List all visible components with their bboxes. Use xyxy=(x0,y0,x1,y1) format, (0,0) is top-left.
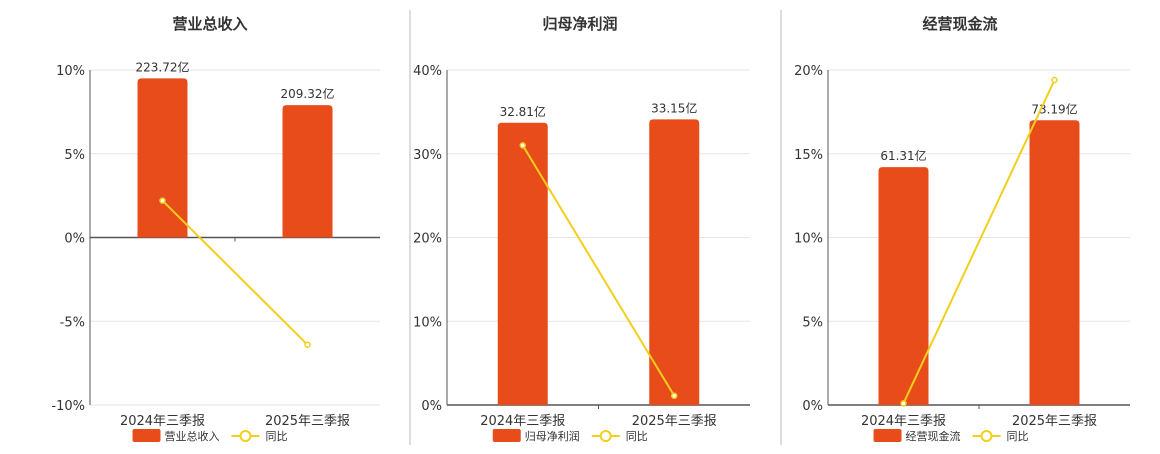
bar-2 xyxy=(1029,120,1080,405)
x-category-label: 2024年三季报 xyxy=(120,414,205,429)
x-category-label: 2025年三季报 xyxy=(632,414,717,429)
bar-1 xyxy=(137,78,188,238)
yoy-line xyxy=(521,144,676,397)
y-tick-label: -10% xyxy=(51,399,85,414)
chart-title: 经营现金流 xyxy=(922,15,997,33)
yoy-point-2 xyxy=(304,341,311,348)
y-tick-label: 40% xyxy=(413,64,442,79)
legend-line-label: 同比 xyxy=(266,430,288,443)
yoy-point-1 xyxy=(159,197,166,204)
bar-data-label: 32.81亿 xyxy=(500,104,546,119)
legend: 经营现金流 同比 xyxy=(873,429,1029,443)
y-tick-label: 5% xyxy=(64,148,85,163)
y-tick-label: 15% xyxy=(794,148,823,163)
bar-2 xyxy=(649,119,700,405)
bar-1 xyxy=(497,122,548,405)
bar-2 xyxy=(282,105,333,238)
legend-bar-swatch xyxy=(132,429,161,442)
yoy-point-1 xyxy=(519,142,526,149)
chart-panel-1: 营业总收入 -10% -5% 0% 5% 10% 223.72亿 209.32亿 2024年三季… xyxy=(51,15,380,443)
y-tick-label: 10% xyxy=(794,232,823,247)
legend-line-marker xyxy=(239,430,252,442)
legend-bar-label: 经营现金流 xyxy=(906,429,961,443)
bar-data-label: 33.15亿 xyxy=(651,100,697,115)
y-tick-label: 20% xyxy=(794,64,823,79)
chart-title: 营业总收入 xyxy=(172,15,247,33)
x-category-label: 2024年三季报 xyxy=(861,414,946,429)
y-tick-label: 10% xyxy=(56,64,85,79)
y-tick-label: 30% xyxy=(413,148,442,163)
x-category-label: 2024年三季报 xyxy=(480,414,565,429)
chart-title: 归母净利润 xyxy=(542,15,617,33)
yoy-point-2 xyxy=(671,392,678,400)
legend-bar-label: 归母净利润 xyxy=(525,429,580,443)
legend-bar-swatch xyxy=(492,429,521,442)
bar-data-label: 223.72亿 xyxy=(136,59,190,74)
bar-data-label: 209.32亿 xyxy=(281,86,335,101)
y-tick-label: 0% xyxy=(802,399,823,414)
x-category-label: 2025年三季报 xyxy=(1012,414,1097,429)
legend-line-marker xyxy=(980,430,993,442)
legend: 归母净利润 同比 xyxy=(492,429,648,443)
yoy-line xyxy=(161,199,309,346)
bar-data-label: 61.31亿 xyxy=(880,148,926,163)
y-tick-label: 0% xyxy=(64,232,85,247)
legend-line-label: 同比 xyxy=(1007,430,1029,443)
yoy-point-2 xyxy=(1051,76,1058,84)
legend-bar-swatch xyxy=(873,429,902,442)
legend-bar-label: 营业总收入 xyxy=(165,429,220,443)
y-tick-label: 5% xyxy=(802,315,823,330)
y-tick-label: 20% xyxy=(413,232,442,247)
legend: 营业总收入 同比 xyxy=(132,429,288,443)
yoy-point-1 xyxy=(900,400,907,407)
y-tick-label: 10% xyxy=(413,315,442,330)
y-tick-label: 0% xyxy=(421,399,442,414)
chart-panel-2: 归母净利润 0% 10% 20% 30% 40% 32.81亿 33.15亿 2024年三季报 2… xyxy=(413,15,750,443)
legend-line-label: 同比 xyxy=(626,430,648,443)
yoy-line xyxy=(902,79,1056,404)
x-category-label: 2025年三季报 xyxy=(265,414,350,429)
y-tick-label: -5% xyxy=(60,315,85,330)
legend-line-marker xyxy=(599,430,612,442)
bar-1 xyxy=(878,167,929,405)
